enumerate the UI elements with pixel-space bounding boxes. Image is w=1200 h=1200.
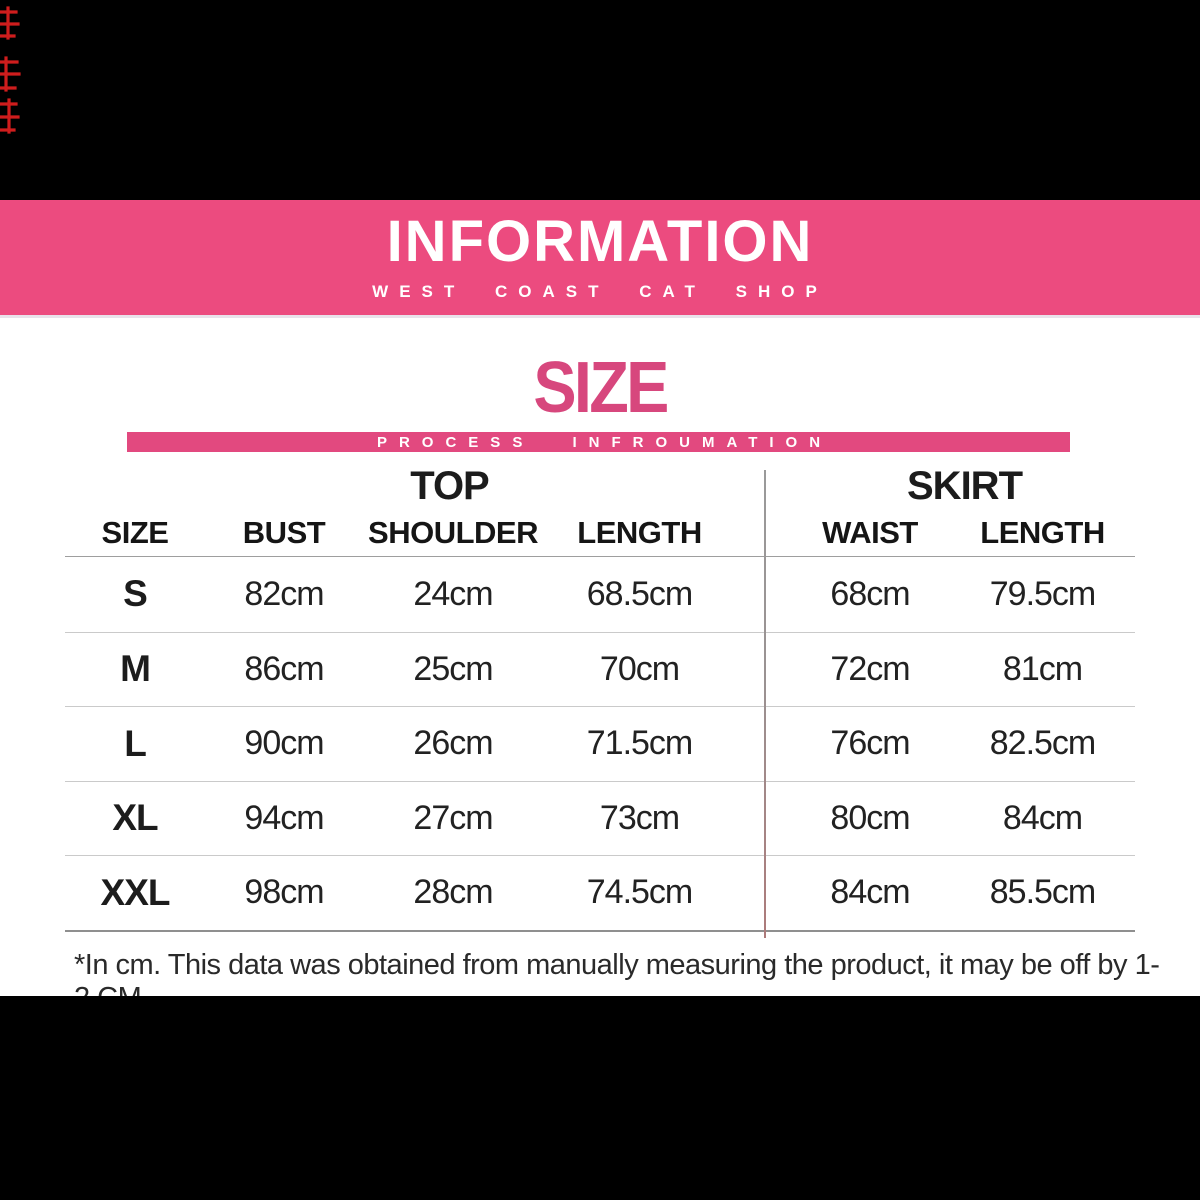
row-size-label: L <box>124 722 147 764</box>
cell-skirt-length: 85.5cm <box>989 873 1097 912</box>
cell-top-length: 68.5cm <box>586 574 694 613</box>
cell-waist: 76cm <box>830 724 910 763</box>
banner-title: INFORMATION <box>386 209 814 274</box>
cell-skirt-length: 81cm <box>1002 649 1083 688</box>
group-header-top: TOP <box>410 464 490 508</box>
cell-shoulder: 28cm <box>413 873 493 912</box>
group-header-skirt: SKIRT <box>907 464 1023 508</box>
cell-shoulder: 25cm <box>413 649 493 688</box>
row-size-label: XXL <box>100 871 171 913</box>
process-info-bar-label: PROCESS INFROUMATION <box>376 433 833 451</box>
column-header-shoulder: SHOULDER <box>368 515 538 550</box>
cell-skirt-length: 84cm <box>1002 798 1083 837</box>
cell-top-length: 70cm <box>599 649 680 688</box>
cell-shoulder: 27cm <box>413 798 493 837</box>
column-header-skirt-length: LENGTH <box>980 515 1105 550</box>
size-section-title: SIZE <box>533 348 669 428</box>
row-size-label: XL <box>112 797 158 839</box>
cell-bust: 86cm <box>244 649 324 688</box>
process-info-bar: PROCESS INFROUMATION <box>127 432 1070 452</box>
cell-waist: 68cm <box>830 574 910 613</box>
cell-waist: 84cm <box>830 873 910 912</box>
corner-marks-icon <box>0 4 26 136</box>
bottom-black-band <box>0 996 1200 1200</box>
column-header-size: SIZE <box>101 515 169 550</box>
cell-bust: 98cm <box>244 873 324 912</box>
cell-shoulder: 24cm <box>413 574 493 613</box>
table-vertical-divider <box>764 470 766 938</box>
cell-waist: 80cm <box>830 798 910 837</box>
cell-skirt-length: 79.5cm <box>989 574 1097 613</box>
cell-top-length: 73cm <box>599 798 680 837</box>
table-row: L 90cm 26cm 71.5cm 76cm 82.5cm <box>65 706 1135 781</box>
column-header-waist: WAIST <box>822 515 918 550</box>
table-column-header-row: SIZE BUST SHOULDER LENGTH WAIST LENGTH <box>65 510 1135 557</box>
column-header-top-length: LENGTH <box>577 515 702 550</box>
cell-waist: 72cm <box>830 649 910 688</box>
table-row: XXL 98cm 28cm 74.5cm 84cm 85.5cm <box>65 855 1135 930</box>
size-chart-table: TOP SKIRT SIZE BUST SHOULDER LENGTH WAIS… <box>65 463 1135 938</box>
row-size-label: M <box>120 648 151 690</box>
information-banner: INFORMATION WEST COAST CAT SHOP <box>0 200 1200 318</box>
table-row: M 86cm 25cm 70cm 72cm 81cm <box>65 631 1135 707</box>
top-black-band <box>0 0 1200 200</box>
table-row: S 82cm 24cm 68.5cm 68cm 79.5cm <box>65 557 1135 632</box>
banner-subtitle: WEST COAST CAT SHOP <box>372 282 828 301</box>
cell-bust: 90cm <box>244 724 324 763</box>
cell-bust: 94cm <box>244 798 324 837</box>
table-row: XL 94cm 27cm 73cm 80cm 84cm <box>65 780 1135 856</box>
cell-top-length: 71.5cm <box>586 724 694 763</box>
cell-skirt-length: 82.5cm <box>989 724 1097 763</box>
table-group-header-row: TOP SKIRT <box>65 463 1135 510</box>
row-size-label: S <box>123 573 148 615</box>
cell-top-length: 74.5cm <box>586 873 694 912</box>
cell-shoulder: 26cm <box>413 724 493 763</box>
cell-bust: 82cm <box>244 574 324 613</box>
column-header-bust: BUST <box>242 515 326 550</box>
